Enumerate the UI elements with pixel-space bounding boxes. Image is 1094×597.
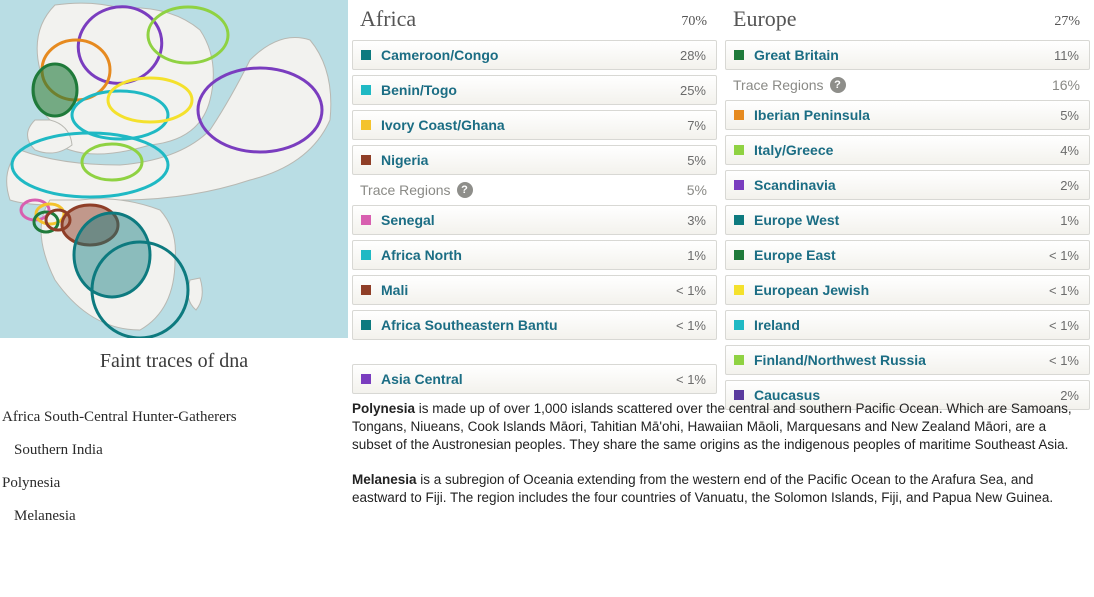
region-label: Senegal — [381, 212, 687, 228]
europe-trace-pct: 16% — [1052, 77, 1080, 93]
region-label: Finland/Northwest Russia — [754, 352, 1049, 368]
region-label: European Jewish — [754, 282, 1049, 298]
region-row[interactable]: Benin/Togo25% — [352, 75, 717, 105]
region-row[interactable]: Ivory Coast/Ghana7% — [352, 110, 717, 140]
region-label: Europe West — [754, 212, 1060, 228]
region-label: Scandinavia — [754, 177, 1060, 193]
region-value: 28% — [680, 48, 706, 63]
faint-trace-item: Africa South-Central Hunter-Gatherers — [2, 401, 348, 434]
faint-trace-item: Melanesia — [2, 500, 348, 533]
region-row[interactable]: Mali< 1% — [352, 275, 717, 305]
region-value: 2% — [1060, 178, 1079, 193]
region-row[interactable]: Scandinavia2% — [725, 170, 1090, 200]
melanesia-desc: is a subregion of Oceania extending from… — [352, 472, 1053, 505]
region-label: Europe East — [754, 247, 1049, 263]
color-swatch — [734, 145, 744, 155]
color-swatch — [361, 215, 371, 225]
region-row[interactable]: Ireland< 1% — [725, 310, 1090, 340]
region-row[interactable]: European Jewish< 1% — [725, 275, 1090, 305]
region-value: 5% — [687, 153, 706, 168]
region-value: < 1% — [676, 283, 706, 298]
region-row[interactable]: Finland/Northwest Russia< 1% — [725, 345, 1090, 375]
region-label: Cameroon/Congo — [381, 47, 680, 63]
region-label: Mali — [381, 282, 676, 298]
europe-title: Europe — [733, 6, 797, 32]
region-value: 11% — [1054, 48, 1079, 63]
region-label: Africa Southeastern Bantu — [381, 317, 676, 333]
africa-pct: 70% — [681, 14, 707, 32]
africa-title: Africa — [360, 6, 416, 32]
region-row[interactable]: Asia Central< 1% — [352, 364, 717, 394]
region-label: Iberian Peninsula — [754, 107, 1060, 123]
region-value: 25% — [680, 83, 706, 98]
color-swatch — [734, 110, 744, 120]
region-value: 4% — [1060, 143, 1079, 158]
region-value: 7% — [687, 118, 706, 133]
color-swatch — [361, 285, 371, 295]
region-label: Asia Central — [381, 371, 676, 387]
color-swatch — [734, 320, 744, 330]
color-swatch — [734, 50, 744, 60]
color-swatch — [734, 250, 744, 260]
africa-trace-header: Trace Regions ? 5% — [352, 175, 717, 205]
region-value: < 1% — [676, 318, 706, 333]
region-row[interactable]: Senegal3% — [352, 205, 717, 235]
region-row[interactable]: Italy/Greece4% — [725, 135, 1090, 165]
region-label: Ivory Coast/Ghana — [381, 117, 687, 133]
faint-traces-list: Africa South-Central Hunter-GatherersSou… — [0, 401, 348, 533]
color-swatch — [361, 155, 371, 165]
polynesia-term: Polynesia — [352, 401, 415, 416]
europe-trace-header: Trace Regions ? 16% — [725, 70, 1090, 100]
color-swatch — [361, 320, 371, 330]
faint-trace-item: Southern India — [2, 434, 348, 467]
region-value: < 1% — [1049, 283, 1079, 298]
region-value: < 1% — [1049, 248, 1079, 263]
africa-trace-pct: 5% — [687, 182, 707, 198]
color-swatch — [734, 215, 744, 225]
region-value: < 1% — [1049, 318, 1079, 333]
color-swatch — [361, 120, 371, 130]
help-icon[interactable]: ? — [457, 182, 473, 198]
region-label: Benin/Togo — [381, 82, 680, 98]
trace-label: Trace Regions — [733, 77, 824, 93]
region-label: Italy/Greece — [754, 142, 1060, 158]
color-swatch — [361, 50, 371, 60]
polynesia-desc: is made up of over 1,000 islands scatter… — [352, 401, 1072, 452]
region-label: Great Britain — [754, 47, 1054, 63]
faint-trace-item: Polynesia — [2, 467, 348, 500]
color-swatch — [734, 180, 744, 190]
color-swatch — [361, 250, 371, 260]
region-row[interactable]: Nigeria5% — [352, 145, 717, 175]
region-label: Ireland — [754, 317, 1049, 333]
europe-pct: 27% — [1054, 14, 1080, 32]
region-value: < 1% — [676, 372, 706, 387]
region-row[interactable]: Europe West1% — [725, 205, 1090, 235]
color-swatch — [734, 285, 744, 295]
region-row[interactable]: Cameroon/Congo28% — [352, 40, 717, 70]
region-value: 1% — [1060, 213, 1079, 228]
color-swatch — [361, 374, 371, 384]
faint-traces-title: Faint traces of dna — [0, 350, 348, 373]
region-row[interactable]: Europe East< 1% — [725, 240, 1090, 270]
color-swatch — [361, 85, 371, 95]
region-row[interactable]: Africa Southeastern Bantu< 1% — [352, 310, 717, 340]
region-value: 3% — [687, 213, 706, 228]
color-swatch — [734, 390, 744, 400]
region-value: < 1% — [1049, 353, 1079, 368]
region-row[interactable]: Iberian Peninsula5% — [725, 100, 1090, 130]
color-swatch — [734, 355, 744, 365]
region-value: 5% — [1060, 108, 1079, 123]
region-value: 1% — [687, 248, 706, 263]
description-block: Polynesia is made up of over 1,000 islan… — [352, 400, 1086, 523]
region-label: Africa North — [381, 247, 687, 263]
region-row[interactable]: Great Britain11% — [725, 40, 1090, 70]
trace-label: Trace Regions — [360, 182, 451, 198]
help-icon[interactable]: ? — [830, 77, 846, 93]
region-row[interactable]: Africa North1% — [352, 240, 717, 270]
region-label: Nigeria — [381, 152, 687, 168]
melanesia-term: Melanesia — [352, 472, 417, 487]
ethnicity-map[interactable] — [0, 0, 348, 338]
